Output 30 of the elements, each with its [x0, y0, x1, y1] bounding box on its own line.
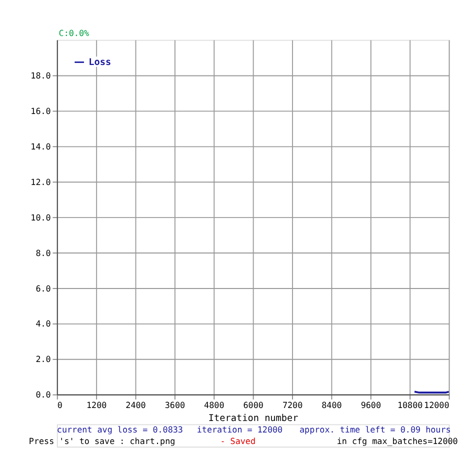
y-tick-label: 0.0: [36, 390, 51, 400]
x-tick-label: 3600: [164, 400, 186, 410]
x-tick-label: 8400: [322, 400, 342, 410]
y-tick-label: 16.0: [30, 106, 51, 116]
text: iteration = 12000: [196, 424, 283, 435]
x-tick-label: 2400: [126, 400, 146, 410]
x-tick-label: 10800: [397, 400, 423, 410]
text: C:0.0%: [58, 28, 90, 38]
x-tick-label: 9600: [360, 400, 381, 410]
y-tick-label: 6.0: [36, 283, 51, 294]
x-tick-label: 0: [57, 400, 62, 410]
x-tick-label: 12000: [424, 400, 450, 410]
text: approx. time left = 0.09 hours: [300, 424, 451, 435]
x-tick-label: 1200: [86, 400, 107, 410]
x-tick-label: 7200: [282, 400, 303, 410]
x-tick-label: 6000: [243, 400, 264, 410]
y-tick-label: 18.0: [30, 70, 51, 81]
y-tick-label: 10.0: [30, 212, 51, 222]
y-tick-label: 2.0: [36, 354, 51, 364]
y-tick-label: 4.0: [36, 318, 51, 329]
x-axis-title: Iteration number: [208, 412, 299, 424]
text: Press 's' to save : chart.png: [28, 436, 176, 446]
text: in cfg max_batches=12000: [336, 436, 458, 446]
text: - Saved: [220, 436, 256, 446]
y-tick-label: 12.0: [30, 176, 51, 187]
legend-label: Loss: [88, 57, 112, 68]
text: current avg loss = 0.0833: [56, 424, 183, 435]
y-tick-label: 14.0: [30, 141, 51, 152]
x-tick-label: 4800: [204, 400, 224, 410]
y-tick-label: 8.0: [36, 248, 51, 258]
